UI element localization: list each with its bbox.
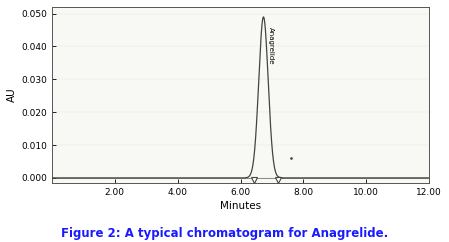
- Y-axis label: AU: AU: [7, 88, 17, 102]
- X-axis label: Minutes: Minutes: [220, 201, 261, 211]
- Text: Anagrelide: Anagrelide: [268, 27, 273, 64]
- Text: Figure 2: A typical chromatogram for Anagrelide.: Figure 2: A typical chromatogram for Ana…: [61, 227, 388, 240]
